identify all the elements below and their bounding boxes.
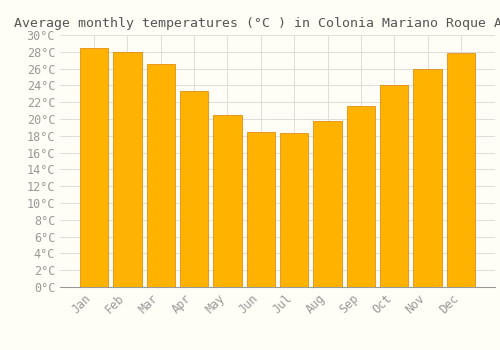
Bar (447, 54, 475, 287)
Bar (146, 64, 175, 287)
Title: Average monthly temperatures (°C ) in Colonia Mariano Roque Alonso: Average monthly temperatures (°C ) in Co… (14, 17, 500, 30)
Bar (414, 69, 442, 287)
Bar (380, 85, 408, 287)
Bar (314, 121, 342, 287)
Bar (80, 48, 108, 287)
Bar (180, 91, 208, 287)
Bar (246, 132, 275, 287)
Bar (346, 106, 375, 287)
Bar (280, 133, 308, 287)
Bar (113, 52, 141, 287)
Bar (214, 115, 242, 287)
